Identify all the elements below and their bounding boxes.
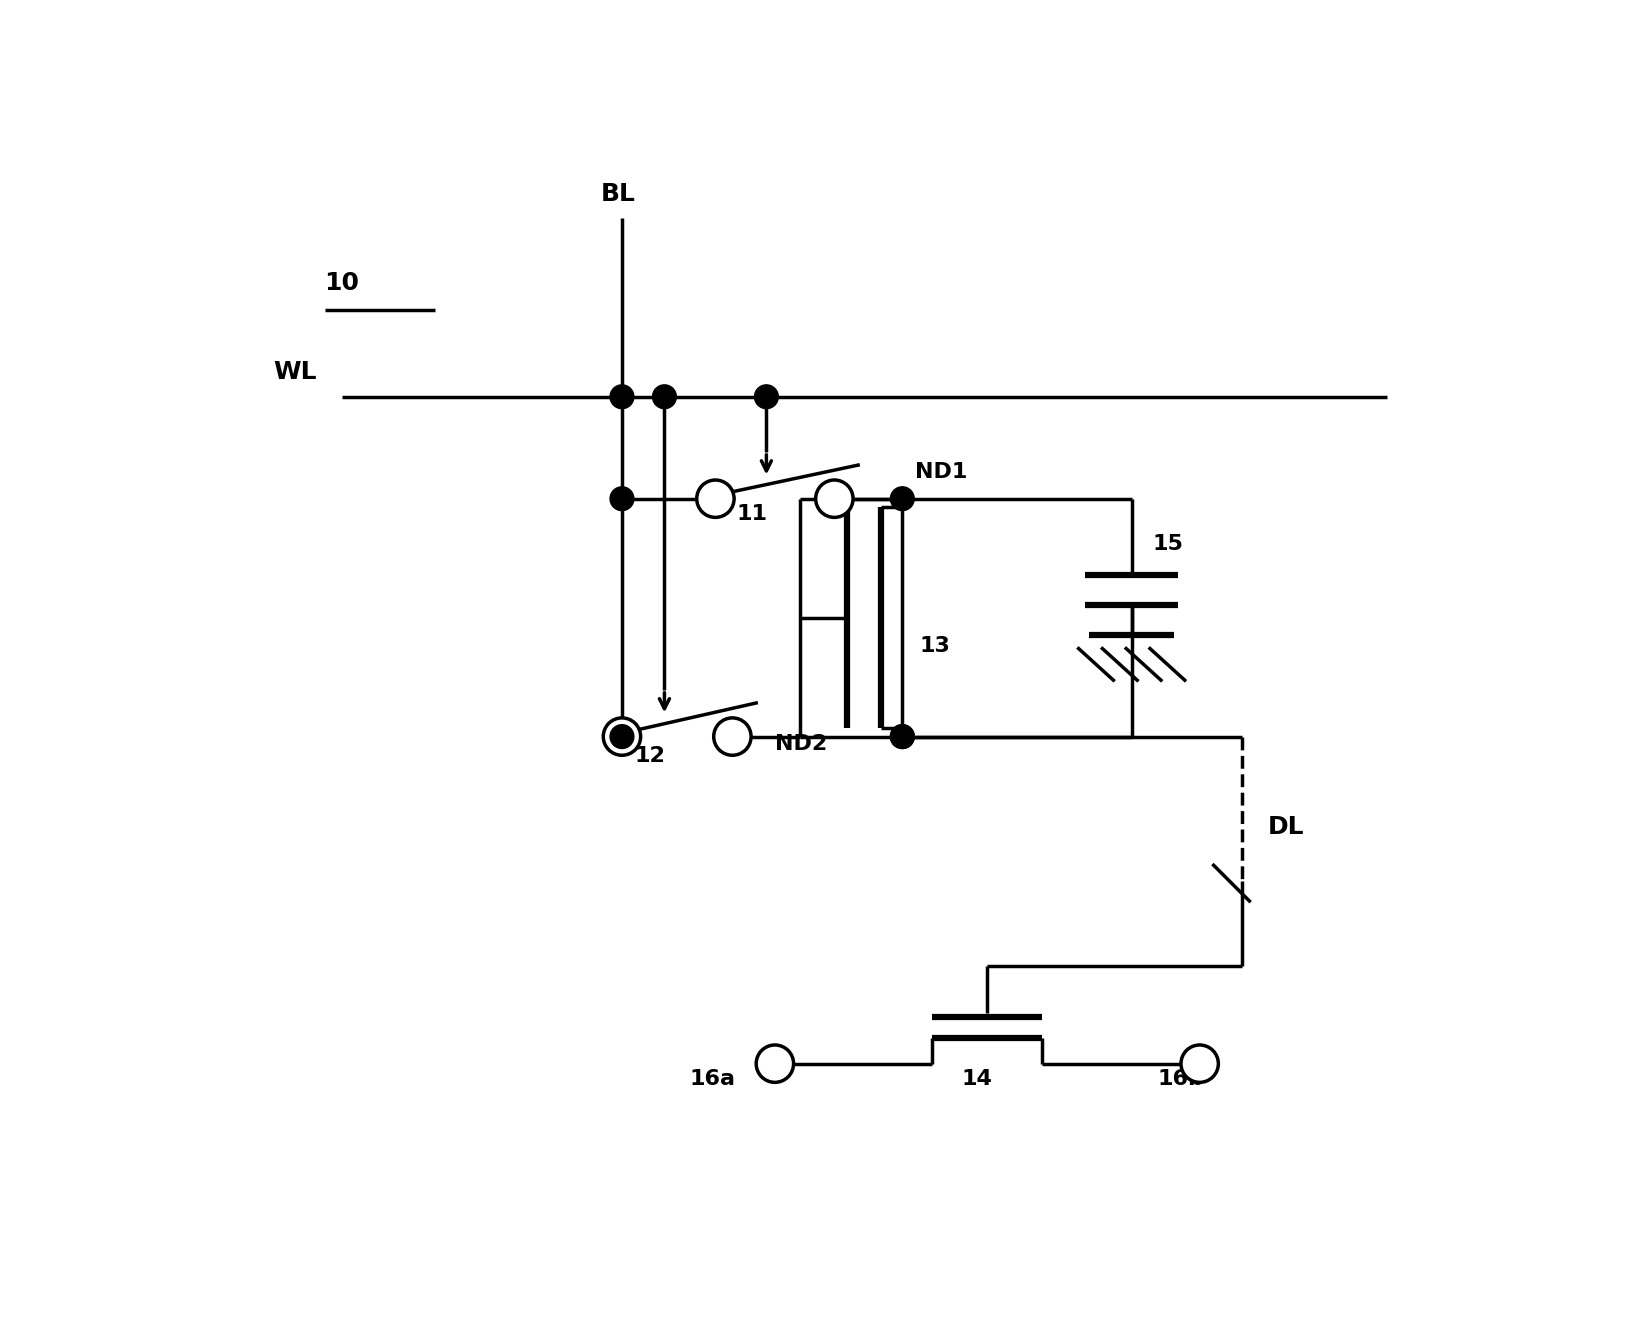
Text: 16b: 16b — [1158, 1070, 1205, 1090]
Text: ND2: ND2 — [775, 733, 827, 753]
Text: 11: 11 — [736, 504, 768, 524]
Text: DL: DL — [1268, 814, 1304, 838]
Circle shape — [610, 487, 633, 511]
Text: 13: 13 — [920, 636, 951, 655]
Text: 15: 15 — [1153, 534, 1184, 553]
Circle shape — [697, 481, 734, 518]
Circle shape — [891, 724, 915, 748]
Circle shape — [755, 1045, 793, 1082]
Text: 12: 12 — [635, 747, 666, 767]
Circle shape — [604, 718, 641, 755]
Circle shape — [754, 385, 778, 409]
Circle shape — [610, 724, 633, 748]
Circle shape — [610, 385, 633, 409]
Text: ND1: ND1 — [915, 462, 967, 482]
Circle shape — [1180, 1045, 1218, 1082]
Text: 10: 10 — [324, 271, 360, 295]
Text: WL: WL — [274, 360, 317, 384]
Circle shape — [653, 385, 676, 409]
Text: 16a: 16a — [690, 1070, 736, 1090]
Circle shape — [891, 487, 915, 511]
Circle shape — [713, 718, 751, 755]
Circle shape — [891, 724, 915, 748]
Circle shape — [816, 481, 853, 518]
Text: BL: BL — [601, 181, 635, 205]
Text: 14: 14 — [962, 1070, 993, 1090]
